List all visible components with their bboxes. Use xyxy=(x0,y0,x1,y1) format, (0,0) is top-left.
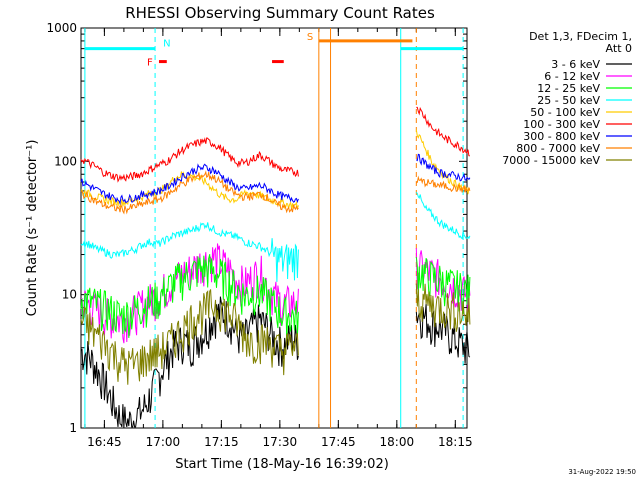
legend-label: 3 - 6 keV xyxy=(551,58,600,71)
legend-label: 6 - 12 keV xyxy=(544,70,600,83)
chart-title: RHESSI Observing Summary Count Rates xyxy=(125,4,435,22)
plot-frame xyxy=(80,27,468,429)
series-line xyxy=(80,283,471,385)
y-tick-label: 1000 xyxy=(46,21,77,35)
series-line xyxy=(80,170,471,215)
x-tick-label: 16:45 xyxy=(87,435,122,449)
legend-label: 50 - 100 keV xyxy=(530,106,600,119)
series-line xyxy=(80,254,471,339)
footer-timestamp: 31-Aug-2022 19:50 xyxy=(568,468,636,476)
x-tick-label: 17:45 xyxy=(321,435,356,449)
y-tick-label: 1 xyxy=(69,421,77,435)
flag-label-n: N xyxy=(163,39,170,50)
flag-labels: NF S xyxy=(147,32,313,69)
data-series xyxy=(80,106,471,428)
y-tick-label: 100 xyxy=(54,154,77,168)
x-tick-label: 17:15 xyxy=(204,435,239,449)
flag-label-s: S xyxy=(307,32,313,43)
flag-bars xyxy=(84,39,464,64)
x-tick-label: 17:30 xyxy=(263,435,298,449)
series-line xyxy=(81,243,471,344)
legend-header: Att 0 xyxy=(606,42,632,55)
legend-header: Det 1,3, FDecim 1, xyxy=(529,30,632,43)
x-tick-label: 18:00 xyxy=(380,435,415,449)
x-tick-label: 17:00 xyxy=(146,435,181,449)
y-tick-label: 10 xyxy=(62,288,77,302)
legend-label: 25 - 50 keV xyxy=(537,94,600,107)
x-axis-label: Start Time (18-May-16 16:39:02) xyxy=(175,457,389,472)
legend-label: 12 - 25 keV xyxy=(537,82,600,95)
series-line xyxy=(80,106,470,183)
legend-label: 800 - 7000 keV xyxy=(516,142,600,155)
legend-label: 7000 - 15000 keV xyxy=(502,154,600,167)
flag-label-f: F xyxy=(147,58,153,69)
series-line xyxy=(80,153,471,206)
legend-label: 100 - 300 keV xyxy=(523,118,600,131)
legend-label: 300 - 800 keV xyxy=(523,130,600,143)
series-line xyxy=(80,191,471,282)
x-tick-label: 18:15 xyxy=(438,435,473,449)
y-axis-label: Count Rate (s⁻¹ detector⁻¹) xyxy=(25,140,40,317)
axis-ticks: 16:45 17:00 17:15 17:30 17:45 18:00 18:15 1 10 10… xyxy=(46,21,472,449)
